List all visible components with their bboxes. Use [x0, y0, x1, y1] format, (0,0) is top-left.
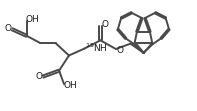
- Text: OH: OH: [63, 81, 77, 90]
- Text: OH: OH: [26, 15, 39, 24]
- Text: O: O: [101, 20, 108, 29]
- Text: O: O: [5, 24, 12, 33]
- Text: O: O: [35, 72, 43, 81]
- Text: O: O: [117, 47, 124, 56]
- Text: $^{15}$NH: $^{15}$NH: [85, 41, 108, 54]
